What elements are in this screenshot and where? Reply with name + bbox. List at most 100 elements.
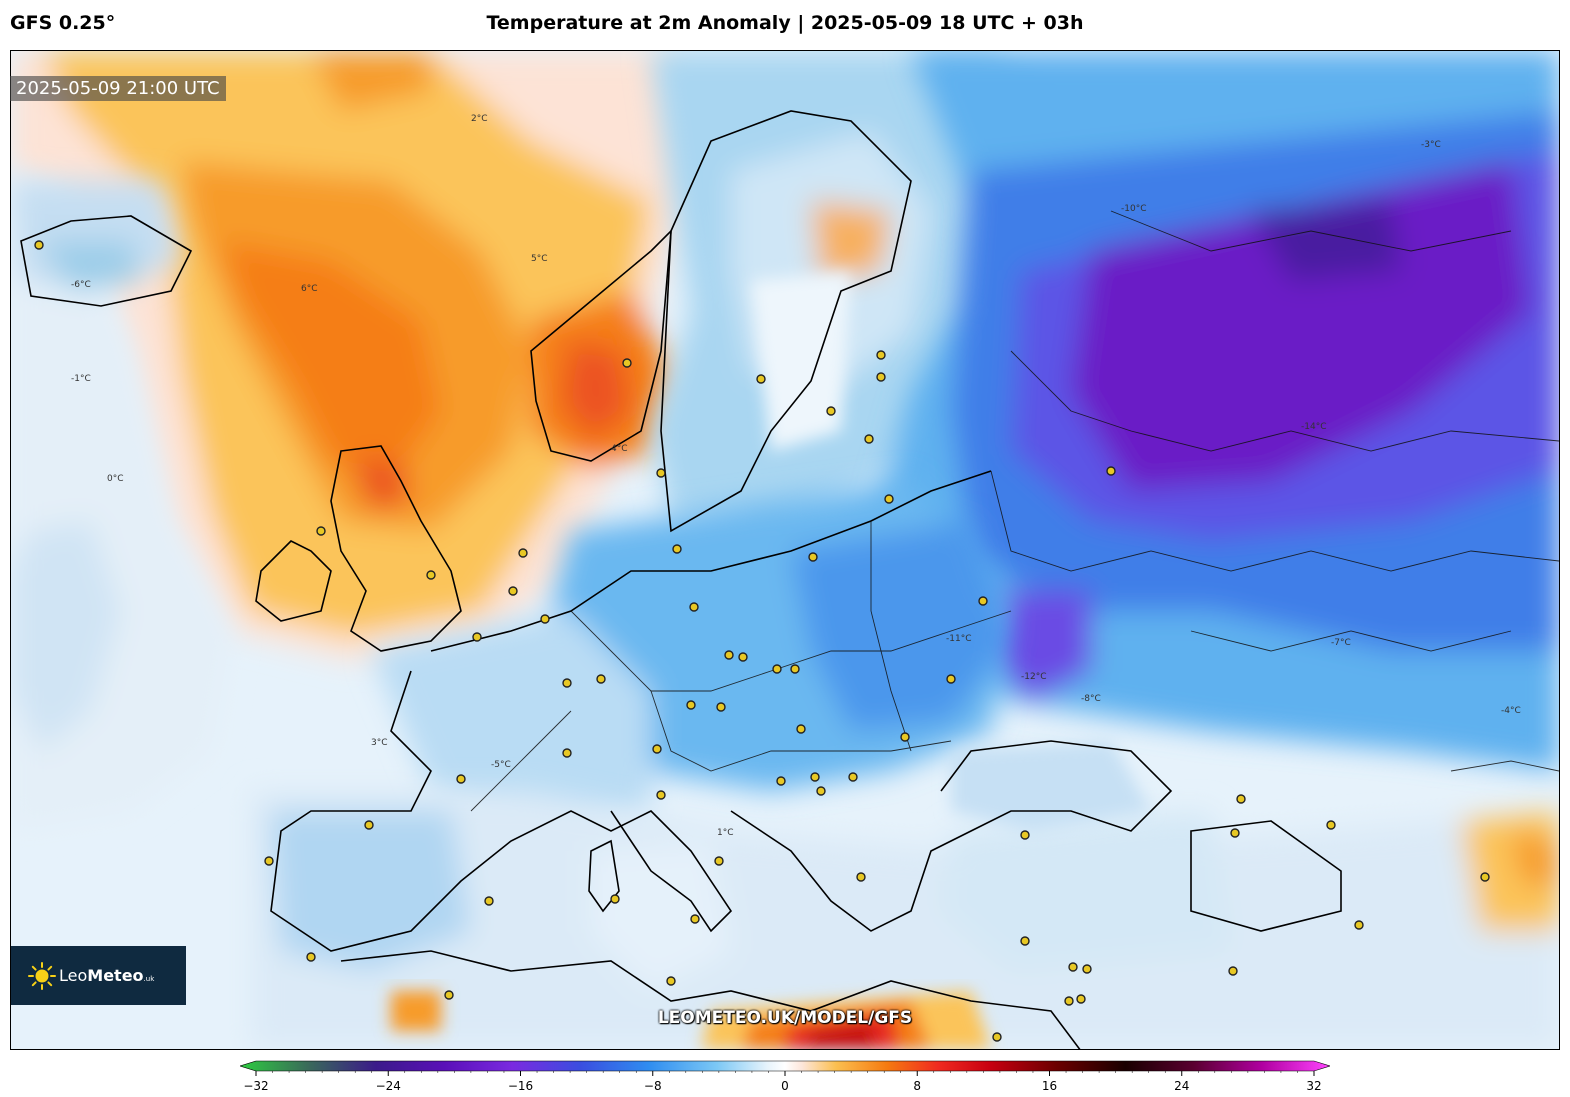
city-marker: [738, 652, 748, 662]
colorbar-tick-label: 8: [913, 1079, 921, 1093]
logo-name-light: Leo: [59, 966, 88, 985]
city-marker: [864, 434, 874, 444]
city-marker: [816, 786, 826, 796]
city-marker: [1020, 936, 1030, 946]
city-marker: [876, 372, 886, 382]
coast-balkans-black-sea: [730, 740, 1173, 932]
coast-north-africa: [340, 950, 1081, 1049]
city-marker: [610, 894, 620, 904]
contour-label: 4°C: [611, 444, 628, 454]
contour-label: -7°C: [1331, 638, 1351, 648]
city-marker: [672, 544, 682, 554]
contour-label: -5°C: [491, 760, 511, 770]
city-marker: [776, 776, 786, 786]
city-marker: [689, 602, 699, 612]
city-marker: [1068, 962, 1078, 972]
city-marker: [756, 374, 766, 384]
city-marker: [772, 664, 782, 674]
colorbar-tick-label: 24: [1174, 1079, 1189, 1093]
contour-label: -10°C: [1121, 204, 1146, 214]
city-marker: [1020, 830, 1030, 840]
coast-sweden-finland: [660, 110, 912, 533]
colorbar-tick-label: −8: [644, 1079, 662, 1093]
coast-iceland: [20, 215, 193, 307]
anomaly-map: -6°C 2°C 5°C 6°C 4°C -1°C 0°C -10°C -14°…: [10, 50, 1560, 1050]
city-marker: [472, 632, 482, 642]
colorbar-ticks: −32 −24 −16 −8 0 8 16 24 32: [243, 1071, 1322, 1093]
city-marker: [1106, 466, 1116, 476]
city-marker: [426, 570, 436, 580]
colorbar-tick-label: −32: [243, 1079, 268, 1093]
colorbar-tick-label: 0: [781, 1079, 789, 1093]
city-marker: [1228, 966, 1238, 976]
cool-anomaly-seas: [751, 271, 1151, 831]
city-marker: [946, 674, 956, 684]
warm-anomaly-north-africa: [391, 991, 991, 1049]
source-watermark: LEOMETEO.UK/MODEL/GFS: [657, 1008, 913, 1028]
contour-label: -3°C: [1421, 140, 1441, 150]
colorbar-tick-label: −24: [376, 1079, 401, 1093]
city-marker: [1076, 994, 1086, 1004]
sun-icon: [28, 961, 56, 990]
leometeo-logo[interactable]: LeoMeteo.uk: [11, 946, 186, 1005]
chart-title: Temperature at 2m Anomaly | 2025-05-09 1…: [486, 12, 1084, 34]
city-marker: [306, 952, 316, 962]
valid-time-label: 2025-05-09 21:00 UTC: [10, 76, 226, 101]
city-marker: [656, 790, 666, 800]
city-marker: [690, 914, 700, 924]
city-marker: [900, 732, 910, 742]
city-marker: [724, 650, 734, 660]
city-marker: [656, 468, 666, 478]
anomaly-field: [11, 51, 1559, 1049]
city-marker: [34, 240, 44, 250]
city-marker: [316, 526, 326, 536]
city-markers: [34, 240, 1490, 1042]
mild-anomaly-mediterranean: [251, 791, 1559, 1049]
city-marker: [1480, 872, 1490, 882]
city-marker: [856, 872, 866, 882]
city-marker: [456, 774, 466, 784]
contour-label: 1°C: [717, 828, 734, 838]
city-marker: [364, 820, 374, 830]
city-marker: [1064, 996, 1074, 1006]
contour-label: -11°C: [946, 634, 971, 644]
colorbar: −32 −24 −16 −8 0 8 16 24 32: [240, 1060, 1330, 1093]
contour-label: -8°C: [1081, 694, 1101, 704]
logo-wordmark: LeoMeteo.uk: [59, 966, 154, 985]
contour-label: -12°C: [1021, 672, 1046, 682]
city-marker: [790, 664, 800, 674]
city-marker: [714, 856, 724, 866]
contour-label: -14°C: [1301, 422, 1326, 432]
city-marker: [848, 772, 858, 782]
city-marker: [686, 700, 696, 710]
contour-label: 5°C: [531, 254, 548, 264]
city-marker: [1354, 920, 1364, 930]
logo-suffix: .uk: [143, 975, 155, 983]
city-marker: [992, 1032, 1002, 1042]
coast-caspian-region: [1190, 820, 1342, 932]
warm-anomaly-atlantic: [11, 51, 691, 661]
coast-western-europe: [270, 670, 733, 952]
contour-label: 3°C: [371, 738, 388, 748]
city-marker: [884, 494, 894, 504]
coast-norway: [530, 228, 672, 462]
city-marker: [518, 548, 528, 558]
contour-label: 0°C: [107, 474, 124, 484]
city-marker: [622, 358, 632, 368]
city-marker: [876, 350, 886, 360]
city-marker: [826, 406, 836, 416]
city-marker: [796, 724, 806, 734]
coast-great-britain: [330, 445, 462, 652]
cool-anomaly-central-europe: [371, 481, 1011, 831]
city-marker: [596, 674, 606, 684]
city-marker: [652, 744, 662, 754]
city-marker: [484, 896, 494, 906]
city-marker: [562, 678, 572, 688]
city-marker: [1230, 828, 1240, 838]
contour-label: 6°C: [301, 284, 318, 294]
city-marker: [808, 552, 818, 562]
colorbar-tick-label: −16: [508, 1079, 533, 1093]
city-marker: [444, 990, 454, 1000]
coastlines: [20, 110, 1342, 1049]
